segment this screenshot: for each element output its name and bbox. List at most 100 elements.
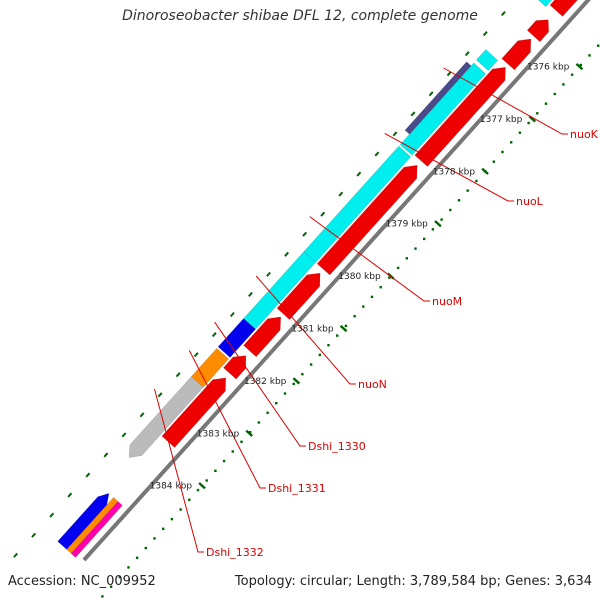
gene-label-leader: [214, 321, 306, 447]
ruler-dot: [127, 566, 130, 569]
gene-features-layer: [57, 0, 578, 558]
track-tick: [374, 151, 380, 157]
gene-label-leader: [188, 350, 266, 489]
topology-text: Topology: circular; Length: 3,789,584 bp…: [234, 574, 592, 589]
track-tick: [284, 251, 289, 257]
ruler-dot: [135, 556, 139, 559]
gene-label-leader: [443, 67, 568, 135]
gene-label-leader: [309, 216, 430, 302]
ruler-dot: [257, 421, 261, 424]
ruler-dot: [536, 112, 539, 115]
track-tick: [482, 31, 488, 37]
track-tick: [103, 452, 109, 458]
backbone-layer: [82, 0, 591, 562]
gene-label: nuoL: [516, 195, 544, 208]
track-tick: [320, 211, 326, 217]
gene-label: Dshi_1330: [308, 440, 366, 453]
track-tick: [500, 10, 506, 17]
ruler-label: 1378 kbp: [433, 167, 476, 177]
genome-title: Dinoroseobacter shibae DFL 12, complete …: [122, 8, 478, 24]
ruler-dot: [492, 160, 495, 163]
track-tick: [157, 392, 163, 398]
gene-label: Dshi_1332: [206, 546, 264, 559]
genome-backbone: [82, 0, 591, 562]
cds-Dshi_1330: [217, 318, 256, 358]
ruler-dot: [240, 440, 243, 443]
cds-forward: [414, 66, 506, 167]
track-tick: [31, 532, 37, 538]
gene-label: nuoM: [432, 295, 462, 308]
gene-label-leader: [255, 275, 356, 385]
ruler-label: 1383 kbp: [197, 429, 240, 439]
ruler-dot: [431, 228, 435, 231]
ruler-dot: [144, 546, 147, 550]
ruler-dot: [170, 517, 174, 521]
ruler-dot: [510, 141, 513, 144]
ruler-dot: [414, 247, 417, 250]
track-tick: [302, 231, 308, 237]
track-tick: [175, 372, 181, 378]
cds-nuoK: [475, 49, 499, 72]
cds-forward: [223, 355, 247, 380]
accession-text: Accession: NC_009952: [8, 574, 156, 589]
ruler-dot: [101, 595, 104, 598]
ruler-major-tick: [575, 62, 584, 71]
ruler-dot: [162, 527, 165, 530]
ruler-dot: [318, 353, 321, 357]
track-tick: [392, 131, 398, 137]
ruler-major-tick: [339, 324, 348, 333]
track-tick: [464, 51, 470, 57]
ruler-dot: [118, 575, 121, 579]
cds-Dshi_1332: [128, 376, 204, 458]
cds-forward: [243, 316, 282, 358]
track-tick: [121, 432, 127, 438]
ruler-label: 1382 kbp: [244, 377, 287, 387]
ruler-label: 1384 kbp: [150, 482, 193, 492]
ruler-major-tick: [528, 115, 537, 123]
gene-label: nuoN: [358, 378, 387, 391]
ruler-major-tick: [198, 482, 206, 490]
ruler-dot: [179, 508, 182, 511]
ruler-dot: [379, 286, 382, 289]
gene-label: nuoK: [570, 128, 599, 141]
labels-layer: 1376 kbp 1377 kbp 1378 kbp 1379 kbp 1380 kbp…: [150, 63, 599, 560]
ruler-dot: [292, 382, 295, 386]
gene-label: Dshi_1331: [268, 482, 326, 495]
ruler-dot: [449, 208, 452, 212]
ruler-dot: [222, 459, 226, 463]
gene-label-leader: [154, 388, 204, 553]
cds-forward: [276, 272, 321, 321]
label-leaders-layer: [154, 67, 568, 553]
ruler-dot: [597, 44, 600, 47]
cds-forward: [549, 0, 578, 17]
ruler-dot: [214, 469, 217, 472]
ruler-dot: [405, 257, 408, 260]
cds-partial: [57, 492, 110, 550]
ruler-dot: [353, 315, 356, 318]
ruler-dot: [231, 450, 234, 453]
cds-nuoL: [399, 62, 487, 156]
ruler-dot: [518, 131, 522, 134]
track-tick: [211, 332, 217, 338]
ruler-dot: [440, 218, 443, 221]
ruler-dot: [249, 431, 252, 434]
ruler-dot: [553, 92, 556, 96]
ruler-dot: [579, 63, 582, 67]
ruler-major-tick: [481, 167, 489, 175]
ruler-dot: [362, 305, 365, 308]
ruler-dot: [544, 102, 548, 105]
ruler-dot: [266, 411, 269, 414]
ruler-major-tick: [245, 429, 254, 437]
track-tick: [410, 111, 416, 117]
ruler-dot: [388, 276, 391, 279]
ruler-dot: [475, 179, 478, 183]
ruler-major-tick: [434, 220, 442, 228]
ruler-dots-layer: [101, 44, 600, 598]
track-tick: [193, 352, 199, 358]
ruler-dot: [396, 266, 400, 270]
ruler-dot: [466, 189, 469, 192]
track-tick: [446, 71, 452, 77]
ruler-dot: [527, 121, 530, 125]
